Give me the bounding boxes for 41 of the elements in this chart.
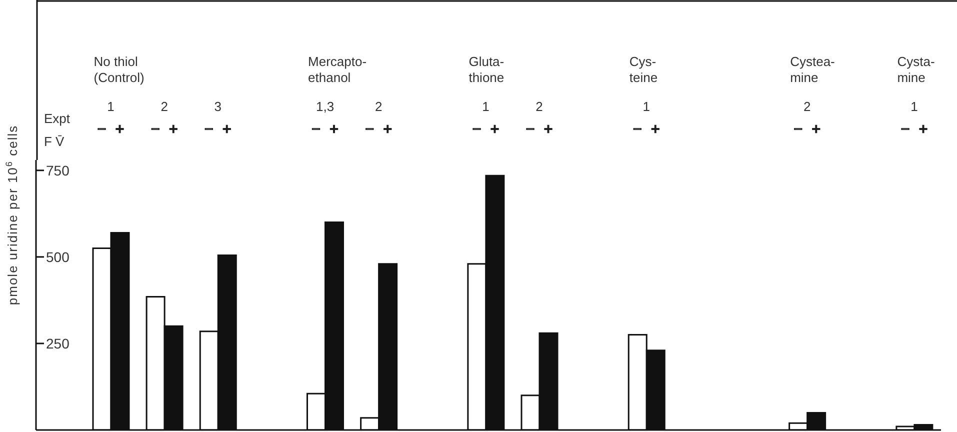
text: − <box>794 121 802 138</box>
text: + <box>383 121 392 138</box>
text: − <box>900 121 910 138</box>
text: − <box>365 121 374 138</box>
text: + <box>330 121 338 138</box>
text: Mercapto- ethanol <box>308 54 367 85</box>
text: + <box>168 121 178 138</box>
text: + <box>115 121 124 138</box>
text: + <box>918 121 928 138</box>
text: − <box>97 121 106 138</box>
x-tick-label: 3 <box>214 99 222 114</box>
text: − <box>150 121 160 138</box>
x-tick-label: 1,3 <box>316 99 334 114</box>
x-tick-label: 1 <box>642 99 650 114</box>
text: − <box>526 121 535 138</box>
text: − <box>204 121 214 138</box>
text: + <box>651 121 660 138</box>
y-tick-label: 750 <box>46 162 70 178</box>
text: + <box>222 121 232 138</box>
text: − <box>633 121 642 138</box>
y-tick-label: 500 <box>46 248 70 265</box>
text: − <box>472 121 482 138</box>
text: Gluta- thione <box>468 54 504 85</box>
text: + <box>544 121 553 138</box>
x-tick-label: 2 <box>374 99 382 114</box>
x-tick-label: 1 <box>482 99 490 114</box>
text: Cystea- mine <box>790 54 835 85</box>
text: + <box>812 121 820 138</box>
text: No thiol (Control) <box>94 54 144 85</box>
x-tick-label: 2 <box>803 99 811 114</box>
text: − <box>312 121 320 138</box>
text: Cys- teine <box>629 54 658 85</box>
legend-title: F V̄ <box>44 134 65 149</box>
x-tick-label: 2 <box>536 99 543 114</box>
x-axis-title: Expt <box>44 111 70 126</box>
text: Cysta- mine <box>897 54 935 85</box>
y-tick-label: 250 <box>46 335 70 352</box>
text: + <box>490 121 500 138</box>
x-tick-label: 1 <box>910 99 918 114</box>
x-tick-label: 2 <box>160 99 168 114</box>
x-tick-label: 1 <box>107 99 114 114</box>
